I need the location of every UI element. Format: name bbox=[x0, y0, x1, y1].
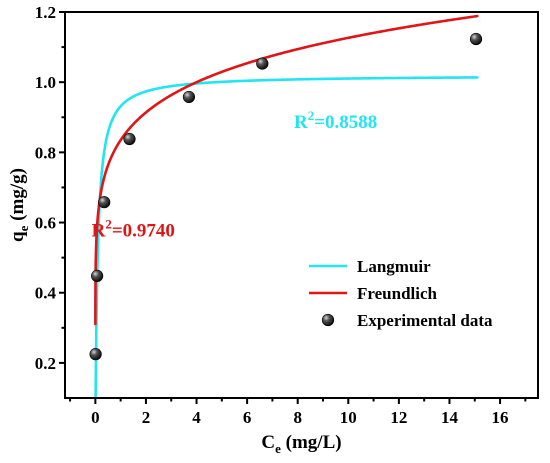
x-tick-label: 2 bbox=[142, 408, 151, 427]
data-point bbox=[182, 90, 196, 104]
x-axis-ticks: 0 2 4 6 8 10 12 14 16 bbox=[69, 398, 527, 427]
x-tick-label: 16 bbox=[492, 408, 509, 427]
x-tick-label: 8 bbox=[293, 408, 302, 427]
model-curves bbox=[94, 14, 479, 400]
x-tick-label: 12 bbox=[390, 408, 407, 427]
legend-swatch bbox=[321, 313, 335, 327]
legend: Langmuir Freundlich Experimental data bbox=[309, 257, 493, 330]
data-point bbox=[123, 132, 136, 146]
y-axis-title: qe (mg/g) bbox=[7, 168, 31, 242]
data-points bbox=[89, 32, 483, 361]
y-tick-label: 0.4 bbox=[35, 284, 57, 303]
x-tick-label: 6 bbox=[243, 408, 252, 427]
y-tick-label: 0.2 bbox=[35, 354, 56, 373]
x-axis-title: Ce (mg/L) bbox=[261, 432, 341, 456]
y-tick-label: 1.2 bbox=[35, 3, 56, 22]
x-tick-label: 0 bbox=[91, 408, 100, 427]
data-point bbox=[256, 57, 269, 70]
r-squared-annotation: R2=0.8588 bbox=[294, 108, 377, 133]
series-line bbox=[94, 76, 479, 400]
data-point bbox=[91, 269, 104, 282]
legend-item: Experimental data bbox=[321, 311, 493, 330]
y-tick-label: 0.6 bbox=[35, 214, 56, 233]
data-point bbox=[469, 32, 483, 46]
legend-label: Langmuir bbox=[357, 257, 431, 276]
plot-frame bbox=[64, 11, 539, 399]
legend-item: Freundlich bbox=[309, 284, 438, 303]
legend-item: Langmuir bbox=[309, 257, 431, 276]
x-tick-label: 10 bbox=[340, 408, 357, 427]
y-tick-label: 0.8 bbox=[35, 143, 56, 162]
x-tick-label: 14 bbox=[441, 408, 459, 427]
y-axis-ticks: 0.2 0.4 0.6 0.8 1.0 1.2 bbox=[35, 3, 65, 373]
y-tick-label: 1.0 bbox=[35, 73, 56, 92]
annotations: R2=0.8588 R2=0.9740 bbox=[92, 108, 378, 242]
r-squared-annotation: R2=0.9740 bbox=[92, 217, 175, 242]
legend-label: Experimental data bbox=[357, 311, 493, 330]
data-point bbox=[98, 196, 111, 209]
series-line bbox=[94, 14, 479, 326]
x-tick-label: 4 bbox=[192, 408, 201, 427]
legend-label: Freundlich bbox=[357, 284, 438, 303]
data-point bbox=[89, 348, 102, 361]
